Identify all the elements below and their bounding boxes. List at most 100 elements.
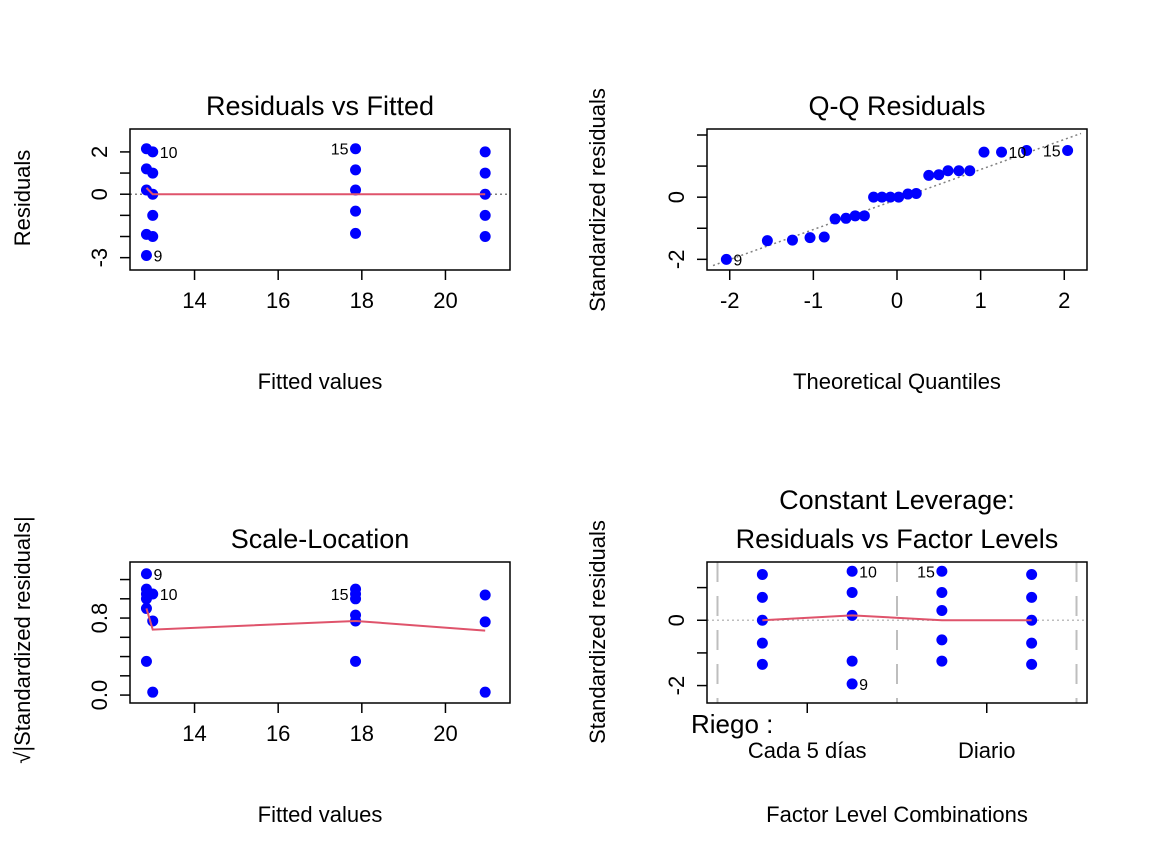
point-label: 9 [859,677,868,694]
data-point [910,187,922,199]
data-point [761,235,773,247]
x-tick-label: 20 [433,288,457,313]
x-tick-label: -1 [804,288,824,313]
data-point [936,655,948,667]
data-point [350,143,362,155]
data-point [840,212,852,224]
plot-frame [706,561,1088,704]
plot-frame [129,561,511,704]
y-tick-label: -2 [664,250,689,270]
data-point [846,678,858,690]
data-point [140,655,152,667]
y-axis-label: √|Standardized residuals| [10,516,35,763]
y-tick-label: -3 [87,248,112,268]
y-axis-label-text: |Standardized residuals| [10,516,35,751]
data-point [140,568,152,580]
data-point [942,165,954,177]
data-point [479,616,491,628]
x-tick-label: 16 [266,721,290,746]
data-point [884,191,896,203]
point-label: 9 [733,252,742,269]
data-point [846,586,858,598]
data-point [849,210,861,222]
panel-title: Q-Q Residuals [808,91,985,121]
panel-p2: Q-Q Residuals Theoretical Quantiles Standa… [585,88,1088,394]
point-label: 10 [160,587,178,604]
data-point [858,210,870,222]
data-point [350,205,362,217]
y-axis-label-text: Residuals [10,150,35,247]
data-point [479,209,491,221]
data-point [978,146,990,158]
y-tick-label: 0 [664,191,689,203]
data-point [147,146,159,158]
x-axis-label: Theoretical Quantiles [793,369,1001,394]
data-point [756,658,768,670]
x-tick-label: -2 [720,288,740,313]
y-tick-label: 2 [87,146,112,158]
plot-frame [129,128,511,271]
y-axis-label-text: Standardized residuals [585,520,610,744]
data-point [479,686,491,698]
data-point [479,146,491,158]
panel-subtitle: Residuals vs Factor Levels [736,524,1059,554]
x-tick-label: 1 [975,288,987,313]
x-tick-label: 18 [350,721,374,746]
panel-p1: Residuals vs Fitted Fitted values Residual… [10,91,511,394]
data-point [1021,145,1033,157]
y-axis-label-text: Standardized residuals [585,88,610,312]
panel-title: Constant Leverage: [779,485,1015,515]
x-tick-label: 14 [182,721,206,746]
data-point [147,231,159,243]
data-point [350,593,362,605]
y-axis-label: Standardized residuals [585,88,610,312]
point-label: 10 [160,145,178,162]
data-point [756,591,768,603]
data-point [147,167,159,179]
point-label: 15 [331,142,349,159]
y-tick-label: 0.8 [87,603,112,634]
data-point [1062,145,1074,157]
data-point [1026,637,1038,649]
data-point [147,209,159,221]
x-tick-label: 18 [350,288,374,313]
data-point [936,604,948,616]
data-point [902,188,914,200]
data-point [350,227,362,239]
data-point [829,213,841,225]
x-tick-label: 20 [433,721,457,746]
data-point [479,589,491,601]
data-point [1026,591,1038,603]
data-point [1026,569,1038,581]
data-point [818,231,830,243]
data-point [876,191,888,203]
smooth-line [145,187,486,196]
data-point [953,165,965,177]
data-point [350,655,362,667]
data-point [868,191,880,203]
x-axis-label: Fitted values [258,369,383,394]
y-tick-label: 0 [87,188,112,200]
panel-title: Residuals vs Fitted [206,91,434,121]
point-label: 9 [153,567,162,584]
data-point [846,565,858,577]
y-tick-label: -2 [664,676,689,696]
x-tick-label: Diario [958,738,1015,763]
data-point [720,253,732,265]
point-label: 15 [1043,144,1061,161]
data-point [147,588,159,600]
data-point [933,169,945,181]
data-point [923,169,935,181]
data-point [846,655,858,667]
point-label: 10 [859,564,877,581]
data-point [996,146,1008,158]
panel-p3: Scale-Location Fitted values √|Standardize… [10,516,511,827]
panel-title: Scale-Location [231,524,410,554]
point-label: 15 [331,587,349,604]
data-point [756,637,768,649]
smooth-line [762,614,1032,622]
point-label: 9 [153,249,162,266]
x-axis-label: Factor Level Combinations [766,802,1028,827]
data-point [786,234,798,246]
x-tick-label: 16 [266,288,290,313]
